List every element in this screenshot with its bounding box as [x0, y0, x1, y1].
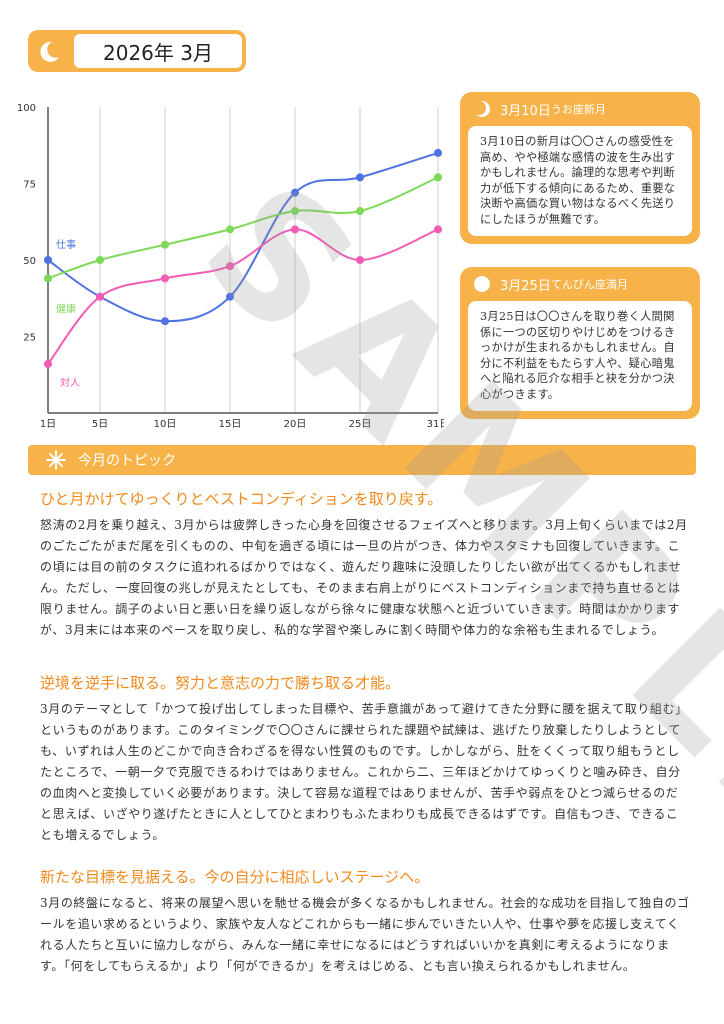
- section-1-heading: ひと月かけてゆっくりとベストコンディションを取り戻す。: [40, 490, 443, 508]
- data-point: [161, 317, 169, 326]
- section-1-body: 怒涛の2月を乗り越え、3月からは疲弊しきった心身を回復させるフェイズへと移ります…: [40, 518, 688, 637]
- series-line: [47, 176, 439, 280]
- section-2-heading: 逆境を逆手に取る。努力と意志の力で勝ち取る才能。: [40, 674, 401, 692]
- section-2: 逆境を逆手に取る。努力と意志の力で勝ち取る才能。 3月のテーマとして「かつて投げ…: [40, 672, 690, 846]
- section-1: ひと月かけてゆっくりとベストコンディションを取り戻す。 怒涛の2月を乗り越え、3…: [40, 488, 690, 641]
- data-point: [161, 240, 169, 249]
- series-line: [47, 228, 439, 365]
- full-moon-icon: [474, 276, 490, 292]
- data-point: [226, 262, 234, 271]
- data-point: [356, 173, 364, 182]
- x-tick-label: 5日: [92, 419, 108, 430]
- data-point: [96, 292, 104, 301]
- y-tick-label: 75: [23, 180, 36, 191]
- x-tick-label: 20日: [284, 419, 307, 430]
- data-point: [44, 274, 52, 283]
- section-3: 新たな目標を見据える。今の自分に相応しいステージへ。 3月の終盤になると、将来の…: [40, 866, 690, 977]
- data-point: [44, 360, 52, 369]
- y-tick-label: 25: [23, 333, 36, 344]
- series-label: 仕事: [56, 238, 76, 251]
- full-moon-sign: てんびん座満月: [550, 278, 628, 291]
- data-point: [356, 207, 364, 216]
- crescent-moon-icon: [40, 41, 59, 62]
- new-moon-card-header: 3月10日 うお座新月: [460, 92, 700, 126]
- full-moon-card: 3月25日 てんびん座満月 3月25日は〇〇さんを取り巻く人間関係に一つの区切り…: [460, 267, 700, 419]
- data-point: [434, 225, 442, 234]
- new-moon-text: 3月10日の新月は〇〇さんの感受性を高め、やや極端な感情の波を生み出すかもしれま…: [468, 126, 692, 236]
- full-moon-text: 3月25日は〇〇さんを取り巻く人間関係に一つの区切りやけじめをつけるきっかけが生…: [468, 301, 692, 411]
- y-tick-label: 100: [17, 103, 36, 114]
- topic-label: 今月のトピック: [78, 453, 176, 469]
- x-tick-label: 25日: [349, 419, 372, 430]
- data-point: [44, 256, 52, 264]
- section-3-heading: 新たな目標を見据える。今の自分に相応しいステージへ。: [40, 868, 430, 886]
- new-moon-card: 3月10日 うお座新月 3月10日の新月は〇〇さんの感受性を高め、やや極端な感情…: [460, 92, 700, 244]
- data-point: [291, 207, 299, 216]
- data-point: [356, 256, 364, 264]
- x-tick-label: 1日: [40, 419, 56, 430]
- data-point: [434, 173, 442, 182]
- data-point: [291, 188, 299, 197]
- month-title-box: 2026年 3月: [28, 30, 246, 72]
- data-point: [96, 256, 104, 264]
- data-point: [226, 292, 234, 301]
- y-tick-label: 50: [23, 256, 36, 267]
- full-moon-card-header: 3月25日 てんびん座満月: [460, 267, 700, 301]
- sparkle-icon: [46, 450, 66, 470]
- section-2-body: 3月のテーマとして「かつて投げ出してしまった目標や、苦手意識があって避けてきた分…: [40, 702, 688, 842]
- x-tick-label: 10日: [154, 419, 177, 430]
- section-3-body: 3月の終盤になると、将来の展望へ思いを馳せる機会が多くなるかもしれません。社会的…: [40, 896, 690, 973]
- topic-bar: 今月のトピック: [28, 445, 696, 475]
- series-label: 健康: [56, 302, 76, 315]
- data-point: [226, 225, 234, 234]
- crescent-moon-icon: [472, 101, 490, 117]
- series-label: 対人: [60, 376, 80, 389]
- data-point: [434, 148, 442, 157]
- data-point: [291, 225, 299, 234]
- x-tick-label: 15日: [219, 419, 242, 430]
- page-title: 2026年 3月: [74, 34, 242, 68]
- data-point: [161, 274, 169, 283]
- new-moon-sign: うお座新月: [550, 103, 606, 116]
- full-moon-date: 3月25日: [500, 278, 551, 294]
- x-tick-label: 31日: [427, 419, 444, 430]
- new-moon-date: 3月10日: [500, 103, 551, 119]
- series-line: [47, 151, 439, 323]
